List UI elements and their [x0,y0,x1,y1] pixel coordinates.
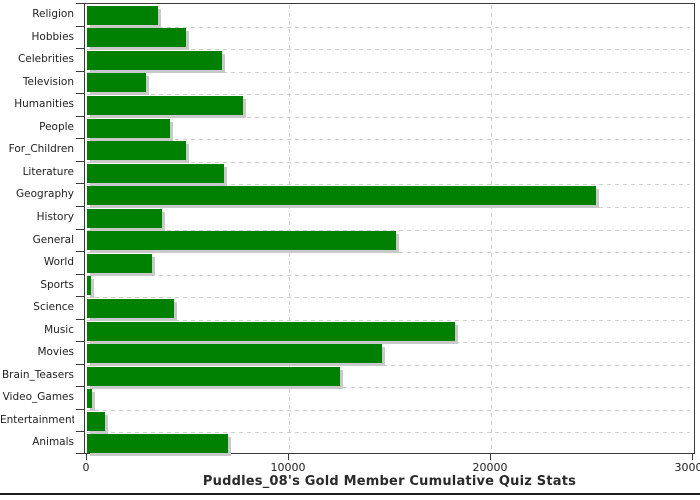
category-tick [76,408,84,410]
value-label-10000: 10000 [270,461,306,474]
horizontal-gridline [87,49,690,51]
category-label-movies: Movies [37,346,74,359]
category-label-brain_teasers: Brain_Teasers [1,368,74,381]
bar-science [87,298,174,318]
bar-television [87,73,146,93]
category-label-entertainment: Entertainment [0,413,74,426]
category-label-video_games: Video_Games [2,391,74,404]
category-tick [76,341,84,343]
plot-area [84,3,695,454]
horizontal-gridline [87,139,690,141]
horizontal-gridline [87,342,690,344]
category-tick [76,453,84,454]
bar-hobbies [87,28,186,48]
horizontal-gridline [87,297,690,299]
category-tick [76,251,84,253]
bar-movies [87,344,382,364]
bar-humanities [87,96,243,115]
horizontal-gridline [87,252,690,254]
category-tick [76,386,84,388]
category-label-sports: Sports [40,278,74,291]
category-tick [76,3,84,4]
bar-brain_teasers [87,366,340,386]
horizontal-gridline [87,116,690,118]
horizontal-gridline [87,409,690,411]
category-tick [76,70,84,72]
horizontal-gridline [87,94,690,96]
category-tick [76,93,84,95]
category-label-literature: Literature [22,165,74,178]
category-label-television: Television [22,75,74,88]
category-tick [76,273,84,275]
category-label-world: World [43,256,74,269]
horizontal-gridline [87,26,690,28]
value-label-20000: 20000 [472,461,508,474]
bar-animals [87,434,229,454]
category-label-geography: Geography [16,188,74,201]
vertical-gridline-10000 [289,5,290,452]
category-label-science: Science [33,301,74,314]
horizontal-gridline [87,184,690,186]
value-label-0: 0 [82,461,90,474]
bar-celebrities [87,50,223,70]
horizontal-gridline [87,274,690,276]
bar-people [87,118,170,138]
value-tick-30000 [692,454,693,460]
bar-geography [87,186,597,206]
category-tick [76,48,84,50]
bar-literature [87,163,225,183]
category-tick [76,160,84,162]
bar-religion [87,5,158,25]
value-tick-20000 [490,454,491,460]
category-tick [76,296,84,298]
bar-world [87,253,152,273]
horizontal-gridline [87,364,690,366]
category-tick [76,431,84,433]
horizontal-gridline [87,319,690,321]
value-tick-0 [86,454,87,460]
bar-entertainment [87,411,106,431]
bar-video_games [87,389,93,409]
bar-history [87,208,162,228]
horizontal-gridline [87,71,690,73]
bar-sports [87,276,92,296]
value-label-30000: 30000 [674,461,700,474]
category-label-music: Music [44,323,74,336]
category-label-for_children: For_Children [8,143,74,156]
chart-title: Puddles_08's Gold Member Cumulative Quiz… [202,474,577,489]
bar-general [87,231,397,251]
bar-for_children [87,141,186,161]
category-tick [76,25,84,27]
category-label-people: People [39,120,74,133]
vertical-gridline-20000 [491,5,492,452]
horizontal-gridline [87,161,690,163]
horizontal-gridline [87,387,690,389]
category-label-humanities: Humanities [14,98,74,111]
bottom-divider-line [0,493,700,495]
category-label-religion: Religion [32,8,74,20]
category-tick [76,205,84,207]
horizontal-gridline [87,229,690,231]
category-tick [76,138,84,140]
category-tick [76,363,84,365]
category-tick [76,318,84,320]
category-label-animals: Animals [32,436,74,449]
horizontal-gridline [87,432,690,434]
horizontal-gridline [87,206,690,208]
value-tick-10000 [288,454,289,460]
category-tick [76,228,84,230]
category-label-general: General [32,233,74,246]
category-label-hobbies: Hobbies [31,30,75,43]
bar-music [87,321,455,341]
category-label-history: History [36,210,74,223]
category-tick [76,115,84,117]
category-label-celebrities: Celebrities [17,53,74,66]
category-tick [76,183,84,185]
